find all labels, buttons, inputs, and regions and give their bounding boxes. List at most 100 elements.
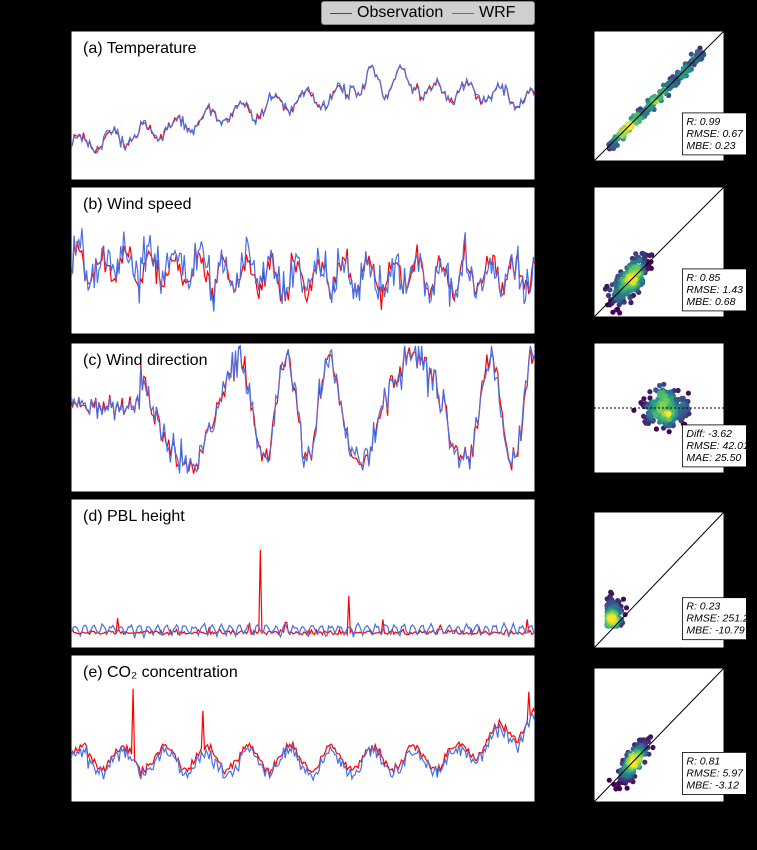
stats-text: RMSE: 5.97 [686, 767, 744, 779]
scatter-point [653, 411, 659, 417]
scatter-point [615, 598, 621, 604]
stats-text: RMSE: 0.67 [686, 128, 744, 140]
wrf-series-line [71, 711, 535, 783]
stats-text: MAE: 25.50 [686, 452, 741, 464]
stats-box [682, 752, 747, 795]
scatter-point [611, 781, 617, 788]
stats-box [682, 112, 747, 156]
timeseries-panel-4: (d) PBL height [70, 498, 536, 649]
stats-box [682, 597, 747, 641]
scatter-point [650, 744, 656, 751]
observation-line-swatch [330, 12, 352, 14]
scatter-point [648, 259, 654, 265]
scatter-point [680, 73, 686, 79]
timeseries-panel-3: (c) Wind direction [70, 342, 536, 493]
scatter-point [645, 103, 651, 109]
scatter-point [602, 286, 609, 292]
stats-text: RMSE: 42.01 [686, 440, 748, 452]
stats-text: RMSE: 1.43 [686, 284, 743, 296]
scatter-point [617, 786, 623, 792]
stats-text: R: 0.85 [686, 272, 720, 284]
stats-box [682, 268, 747, 312]
timeseries-panel-2: (b) Wind speed [70, 186, 536, 335]
scatter-point [626, 124, 633, 130]
scatter-point [607, 323, 612, 328]
scatter-point [633, 265, 640, 271]
scatter-point [613, 288, 619, 295]
wrf-line-swatch [452, 12, 474, 14]
observation-series-line [71, 549, 535, 637]
scatter-point [627, 295, 633, 301]
scatter-point [685, 390, 692, 396]
wrf-series-line [71, 345, 535, 474]
stats-text: MBE: -3.12 [686, 779, 739, 791]
panel-title: (e) CO₂ concentration [83, 664, 238, 681]
scatter-point [647, 252, 653, 259]
scatter-point [606, 777, 612, 783]
wrf-series-line [71, 621, 535, 640]
panel-background [70, 186, 536, 335]
observation-series-line [71, 688, 535, 778]
stats-text: R: 0.99 [686, 116, 720, 128]
scatter-point [684, 67, 690, 73]
stats-text: MBE: -10.79 [686, 625, 745, 637]
scatter-point [647, 395, 653, 401]
scatter-point [622, 612, 628, 618]
stats-box [682, 424, 747, 468]
scatter-point [642, 759, 648, 765]
scatter-point [645, 420, 651, 426]
scatter-point [633, 251, 639, 257]
scatter-point [641, 255, 647, 261]
scatter-point [623, 605, 630, 611]
scatter-point [653, 426, 660, 432]
panel-title: (a) Temperature [83, 40, 197, 57]
scatter-point [631, 407, 637, 413]
one-to-one-line [593, 667, 725, 803]
scatter-point [628, 300, 634, 306]
scatter-point [690, 56, 696, 63]
wrf-series-line [71, 228, 535, 312]
scatter-point [628, 275, 634, 281]
stats-text: MBE: 0.23 [686, 140, 735, 152]
stats-text: RMSE: 251.21 [686, 613, 754, 625]
legend-item-wrf: WRF [452, 2, 515, 24]
scatter-point [607, 287, 613, 293]
scatter-point [610, 309, 616, 315]
scatter-point [666, 84, 673, 90]
scatter-point [647, 389, 653, 395]
panel-title: (b) Wind speed [83, 196, 192, 213]
panel-title: (c) Wind direction [83, 352, 207, 369]
scatter-point [660, 401, 667, 407]
scatter-point [646, 405, 652, 411]
scatter-point [688, 51, 694, 57]
scatter-point [666, 411, 672, 417]
legend-item-observation: Observation [330, 2, 443, 24]
scatter-point [663, 397, 669, 403]
panel-background [70, 654, 536, 803]
scatter-point [630, 260, 636, 266]
scatter-point [641, 396, 647, 402]
legend-label-wrf: WRF [479, 4, 516, 21]
scatter-point [657, 382, 663, 389]
panel-title: (d) PBL height [83, 508, 185, 525]
wrf-series-line [71, 63, 535, 154]
stats-text: R: 0.23 [686, 601, 720, 613]
stats-text: MBE: 0.68 [686, 296, 735, 308]
scatter-point [675, 387, 681, 394]
scatter-point [624, 785, 630, 791]
scatter-points [631, 381, 692, 435]
scatter-point [673, 82, 679, 88]
panel-background [70, 30, 536, 181]
scatter-point [633, 120, 639, 126]
legend-label-observation: Observation [357, 4, 444, 21]
scatter-point [640, 251, 646, 257]
timeseries-panel-5: (e) CO₂ concentration [70, 654, 536, 803]
scatter-point [608, 616, 614, 622]
panel-background [70, 498, 536, 649]
